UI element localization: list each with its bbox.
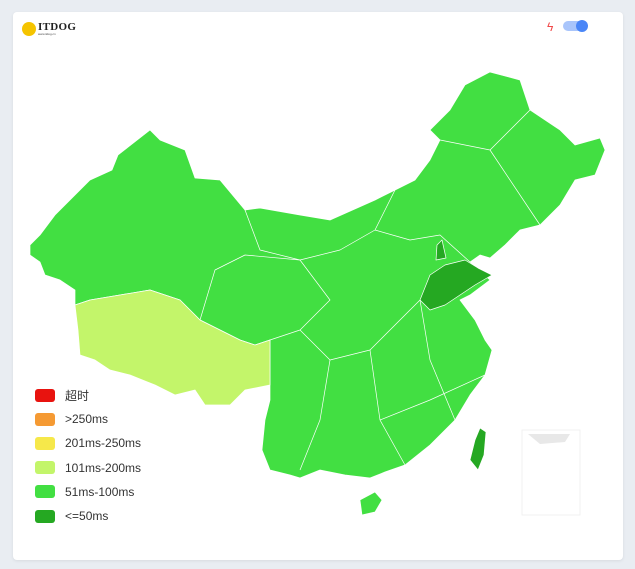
legend-item-over-250[interactable]: >250ms — [35, 407, 141, 431]
legend-item-under-50[interactable]: <=50ms — [35, 504, 141, 528]
legend: 超时 >250ms 201ms-250ms 101ms-200ms 51ms-1… — [35, 383, 141, 528]
toggle-knob[interactable] — [576, 20, 588, 32]
dog-icon — [22, 22, 36, 36]
legend-label: 101ms-200ms — [65, 460, 142, 475]
region-hainan[interactable] — [359, 491, 383, 516]
logo-url: www.itdog.cn — [38, 32, 56, 36]
region-taiwan[interactable] — [469, 427, 487, 471]
itdog-logo: ITDOG www.itdog.cn — [22, 22, 76, 36]
mode-toggle[interactable] — [563, 20, 588, 32]
legend-label: >250ms — [65, 412, 109, 427]
logo-name: ITDOG — [38, 21, 77, 33]
legend-label: 201ms-250ms — [65, 436, 142, 451]
legend-swatch — [35, 388, 55, 402]
inset-coastline — [528, 434, 570, 444]
legend-swatch — [35, 436, 55, 450]
legend-swatch — [35, 485, 55, 499]
legend-label: 超时 — [65, 388, 90, 403]
legend-item-101-200[interactable]: 101ms-200ms — [35, 456, 141, 480]
legend-label: <=50ms — [65, 509, 109, 524]
legend-label: 51ms-100ms — [65, 484, 135, 499]
legend-swatch — [35, 461, 55, 475]
south-china-sea-inset — [521, 429, 581, 516]
lightning-icon: ϟ — [547, 20, 554, 34]
legend-item-201-250[interactable]: 201ms-250ms — [35, 431, 141, 455]
region-shandong[interactable] — [419, 259, 493, 311]
legend-swatch — [35, 412, 55, 426]
region-tibet[interactable] — [74, 289, 271, 406]
legend-item-timeout[interactable]: 超时 — [35, 383, 141, 407]
legend-swatch — [35, 509, 55, 523]
region-tianjin[interactable] — [435, 239, 447, 261]
legend-item-51-100[interactable]: 51ms-100ms — [35, 480, 141, 504]
